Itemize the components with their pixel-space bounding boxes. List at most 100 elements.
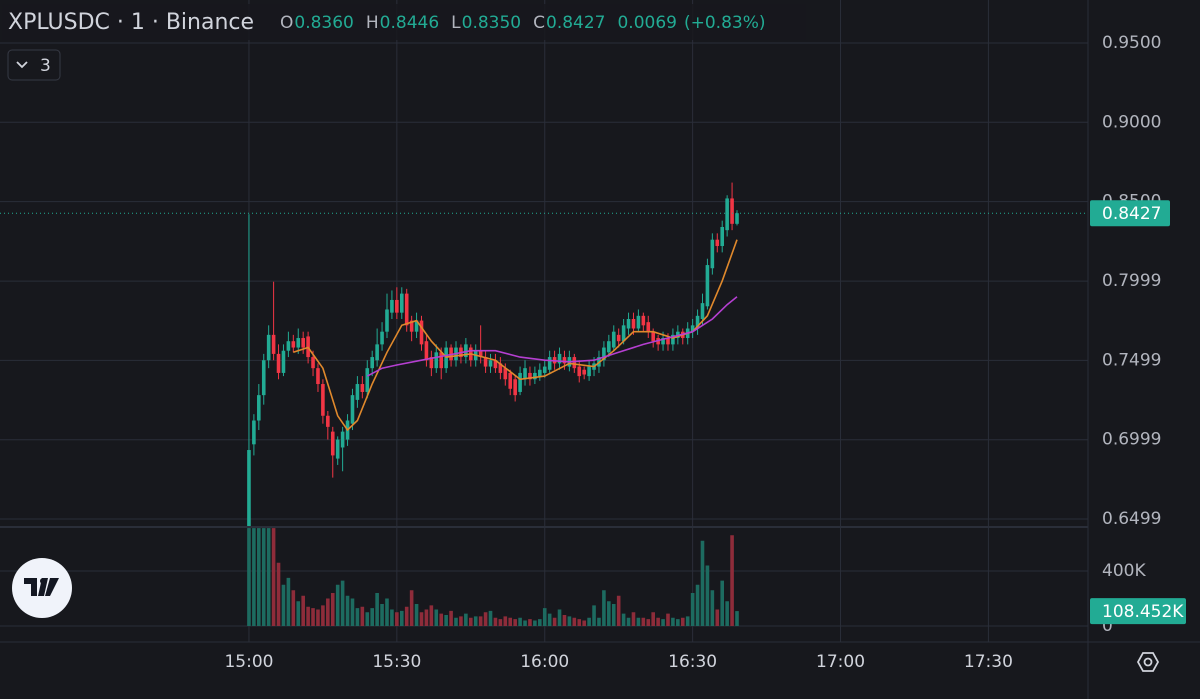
volume-bar: [518, 617, 522, 626]
volume-bar: [385, 598, 389, 626]
volume-bar: [316, 609, 320, 626]
x-tick-label: 17:30: [964, 652, 1013, 672]
symbol-title: XPLUSDC · 1 · Binance: [8, 10, 254, 35]
legend-key: H: [366, 13, 379, 33]
candle-body: [434, 352, 439, 369]
volume-bar: [730, 535, 734, 626]
volume-bar: [498, 619, 503, 626]
legend-key: L: [451, 13, 461, 33]
volume-bar: [399, 610, 404, 626]
volume-bar: [616, 595, 621, 626]
candle-body: [690, 325, 695, 332]
volume-bar: [335, 584, 340, 626]
candle-body: [503, 368, 508, 380]
legend-value: 0.8350: [462, 13, 521, 33]
candle-body: [360, 384, 365, 392]
volume-bar: [419, 612, 424, 626]
candle-body: [321, 384, 325, 416]
last-price-label: 0.8427: [1102, 204, 1161, 224]
legend-key: C: [533, 13, 545, 33]
volume-bar: [547, 613, 552, 626]
candle-body: [257, 395, 261, 421]
indicator-toggle[interactable]: 3: [7, 49, 61, 81]
volume-bar: [454, 617, 458, 626]
volume-bar: [661, 619, 665, 626]
volume-bar: [538, 619, 542, 626]
candle-body: [330, 431, 335, 456]
candle-body: [252, 420, 256, 445]
volume-bar: [360, 606, 365, 626]
y-tick-label: 0.9000: [1102, 112, 1161, 132]
candle-body: [419, 320, 424, 345]
candle-body: [700, 303, 705, 319]
volume-bar: [375, 593, 379, 626]
volume-bar: [646, 619, 651, 626]
volume-bar: [370, 608, 374, 626]
volume-bar: [715, 609, 720, 626]
candle-body: [247, 450, 251, 526]
volume-bar: [291, 590, 296, 626]
volume-bar: [725, 601, 729, 626]
volume-bar: [735, 611, 739, 626]
volume-bar: [271, 528, 276, 626]
x-tick-label: 16:00: [520, 652, 569, 672]
volume-bar: [429, 605, 434, 626]
volume-bar: [607, 601, 611, 626]
volume-bar: [587, 617, 591, 626]
candle-body: [483, 357, 488, 367]
volume-bar: [710, 590, 715, 626]
volume-bar: [261, 528, 266, 626]
volume-bar: [685, 616, 690, 626]
legend-key: O: [280, 13, 293, 33]
volume-bar: [636, 617, 641, 626]
x-tick-label: 16:30: [668, 652, 717, 672]
volume-bar: [306, 606, 310, 626]
candle-body: [424, 341, 429, 361]
y-tick-label: 0.6499: [1102, 509, 1161, 529]
candle-body: [286, 341, 291, 351]
candle-body: [695, 315, 700, 329]
volume-bar: [720, 580, 725, 626]
volume-bar: [468, 617, 473, 626]
last-volume-label: 108.452K: [1102, 602, 1184, 622]
volume-bar: [503, 616, 508, 626]
volume-bar: [449, 610, 453, 626]
axes: 0.95000.90000.85000.79990.74990.69990.64…: [0, 33, 1186, 672]
volume-bar: [656, 617, 660, 626]
volume-bar: [641, 617, 646, 626]
volume-bar: [523, 620, 527, 626]
settings-icon[interactable]: [1136, 652, 1160, 672]
volume-bar: [414, 604, 419, 626]
legend-value: 0.8446: [380, 13, 439, 33]
candle-body: [616, 334, 621, 342]
legend-value: 0.8427: [546, 13, 605, 33]
candle-body: [380, 331, 384, 345]
volume-tick-label: 0: [1102, 616, 1113, 636]
volume-bar: [533, 620, 537, 626]
volume-bar: [473, 616, 478, 626]
indicator-button[interactable]: [7, 49, 61, 81]
volume-pane: [247, 528, 739, 626]
candle-body: [508, 372, 513, 389]
volume-bar: [671, 617, 675, 626]
volume-bar: [247, 528, 251, 626]
candle-body: [365, 368, 370, 392]
tradingview-logo[interactable]: [12, 558, 72, 618]
chevron-icon: [16, 61, 28, 69]
volume-bar: [311, 608, 315, 626]
candle-body: [301, 338, 305, 348]
candle-body: [439, 352, 444, 369]
candle-body: [547, 357, 552, 370]
candle-body: [661, 338, 665, 345]
settings-icon-center: [1143, 657, 1153, 667]
candle-body: [399, 293, 404, 313]
volume-bar: [690, 593, 695, 626]
candle-body: [340, 431, 345, 448]
moving-average-line: [366, 296, 738, 377]
volume-bar: [301, 595, 305, 626]
candle-body: [651, 331, 655, 342]
last-volume-box: [1090, 598, 1186, 625]
volume-bar: [562, 615, 567, 626]
